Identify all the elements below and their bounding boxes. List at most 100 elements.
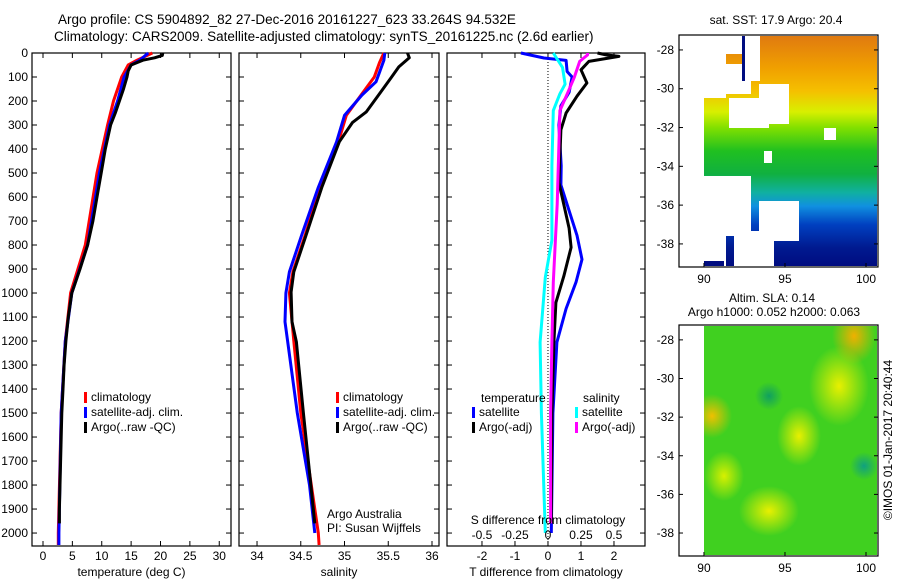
s-diff-tick-label: -0.25 bbox=[501, 528, 529, 542]
lat-tick-label: -30 bbox=[657, 82, 675, 96]
x-tick-label: 0 bbox=[40, 549, 47, 563]
x-tick-label: 2 bbox=[611, 549, 618, 563]
annotation-line: Argo Australia bbox=[327, 507, 402, 521]
y-tick-label: 1400 bbox=[1, 382, 28, 396]
sst-map-frame bbox=[678, 34, 879, 268]
x-tick-label: 1 bbox=[578, 549, 585, 563]
x-tick-label: -2 bbox=[477, 549, 488, 563]
legend-swatch bbox=[472, 422, 475, 433]
s-diff-tick-label: 0.25 bbox=[569, 528, 593, 542]
y-tick-label: 400 bbox=[8, 142, 28, 156]
temperature-profile-panel bbox=[31, 51, 232, 547]
salinity-profile-panel bbox=[238, 52, 440, 547]
legend-swatch bbox=[472, 407, 475, 418]
x-tick-label: 36 bbox=[425, 549, 439, 563]
legend-label: satellite-adj. clim. bbox=[91, 405, 183, 419]
legend-label: Argo(..raw -QC) bbox=[343, 420, 428, 434]
legend-label: Argo(-adj) bbox=[582, 420, 635, 434]
legend-title: salinity bbox=[583, 391, 620, 405]
series-line-t-satellite bbox=[520, 51, 584, 534]
sst-map-title: sat. SST: 17.9 Argo: 20.4 bbox=[710, 13, 843, 27]
x-tick-label: 35.5 bbox=[377, 549, 401, 563]
lat-tick-label: -34 bbox=[657, 449, 675, 463]
lat-tick-label: -28 bbox=[657, 333, 675, 347]
s-diff-tick-label: 0.5 bbox=[606, 528, 623, 542]
lat-tick-label: -28 bbox=[657, 43, 675, 57]
y-tick-label: 1000 bbox=[1, 286, 28, 300]
lon-tick-label: 95 bbox=[778, 561, 792, 575]
y-tick-label: 1300 bbox=[1, 358, 28, 372]
x-tick-label: 25 bbox=[183, 549, 197, 563]
legend-label: satellite bbox=[479, 405, 520, 419]
legend-label: climatology bbox=[343, 390, 403, 404]
x-axis-label: T difference from climatology bbox=[469, 565, 623, 579]
y-tick-label: 1800 bbox=[1, 478, 28, 492]
lat-tick-label: -38 bbox=[657, 526, 675, 540]
legend-swatch bbox=[84, 407, 87, 418]
lon-tick-label: 100 bbox=[856, 272, 876, 286]
legend-label: Argo(-adj) bbox=[479, 420, 532, 434]
plot-frame bbox=[31, 52, 232, 547]
legend-label: Argo(..raw -QC) bbox=[91, 420, 176, 434]
y-tick-label: 1600 bbox=[1, 430, 28, 444]
x-tick-label: 5 bbox=[69, 549, 76, 563]
y-tick-label: 1100 bbox=[2, 310, 28, 324]
legend-label: satellite-adj. clim. bbox=[343, 405, 435, 419]
y-tick-label: 1700 bbox=[1, 454, 28, 468]
x-tick-label: 20 bbox=[154, 549, 168, 563]
x-axis-label: temperature (deg C) bbox=[77, 565, 185, 579]
y-tick-label: 800 bbox=[8, 238, 28, 252]
series-line-s-argo-adj- bbox=[549, 53, 590, 524]
x-tick-label: 34 bbox=[250, 549, 264, 563]
s-diff-axis-label: S difference from climatology bbox=[471, 513, 626, 527]
y-tick-label: 2000 bbox=[1, 526, 28, 540]
annotation-line: PI: Susan Wijffels bbox=[327, 521, 421, 535]
sst-map-image bbox=[704, 36, 877, 266]
lat-tick-label: -34 bbox=[657, 159, 675, 173]
legend-swatch bbox=[336, 392, 339, 403]
lon-tick-label: 90 bbox=[697, 272, 711, 286]
y-tick-label: 100 bbox=[8, 70, 28, 84]
lon-tick-label: 100 bbox=[856, 561, 876, 575]
legend-swatch bbox=[336, 422, 339, 433]
x-tick-label: -1 bbox=[510, 549, 521, 563]
lat-tick-label: -38 bbox=[657, 237, 675, 251]
legend-swatch bbox=[84, 422, 87, 433]
figure-title-line1: Argo profile: CS 5904892_82 27-Dec-2016 … bbox=[58, 12, 516, 27]
legend-label: satellite bbox=[582, 405, 623, 419]
x-axis-label: salinity bbox=[321, 565, 358, 579]
s-diff-tick-label: -0.5 bbox=[472, 528, 493, 542]
x-tick-label: 30 bbox=[213, 549, 227, 563]
y-tick-label: 1900 bbox=[1, 502, 28, 516]
imos-credit: ©IMOS 01-Jan-2017 20:40:44 bbox=[881, 360, 895, 521]
y-tick-label: 700 bbox=[8, 214, 28, 228]
lon-tick-label: 90 bbox=[697, 561, 711, 575]
legend-swatch bbox=[575, 422, 578, 433]
legend-swatch bbox=[336, 407, 339, 418]
sla-map-title-line2: Argo h1000: 0.052 h2000: 0.063 bbox=[688, 305, 860, 319]
series-line-t-argo-adj- bbox=[549, 51, 621, 524]
legend-label: climatology bbox=[91, 390, 151, 404]
x-tick-label: 0 bbox=[545, 549, 552, 563]
sla-map-frame bbox=[678, 324, 879, 557]
legend-swatch bbox=[84, 392, 87, 403]
plot-frame bbox=[446, 52, 646, 547]
lat-tick-label: -36 bbox=[657, 198, 675, 212]
lat-tick-label: -30 bbox=[657, 372, 675, 386]
plot-frame bbox=[238, 52, 440, 547]
x-tick-label: 10 bbox=[95, 549, 109, 563]
difference-profile-panel bbox=[446, 51, 646, 547]
series-line-argo-raw-qc- bbox=[57, 52, 165, 524]
figure-title-line2: Climatology: CARS2009. Satellite-adjuste… bbox=[54, 29, 594, 44]
s-diff-tick-label: 0 bbox=[545, 528, 552, 542]
sla-map-title-line1: Altim. SLA: 0.14 bbox=[729, 291, 815, 305]
y-tick-label: 300 bbox=[8, 118, 28, 132]
lat-tick-label: -36 bbox=[657, 487, 675, 501]
y-tick-label: 1500 bbox=[1, 406, 28, 420]
series-line-climatology bbox=[287, 52, 386, 546]
series-line-satellite-adj-clim- bbox=[283, 52, 387, 534]
x-tick-label: 35 bbox=[338, 549, 352, 563]
x-tick-label: 15 bbox=[124, 549, 138, 563]
